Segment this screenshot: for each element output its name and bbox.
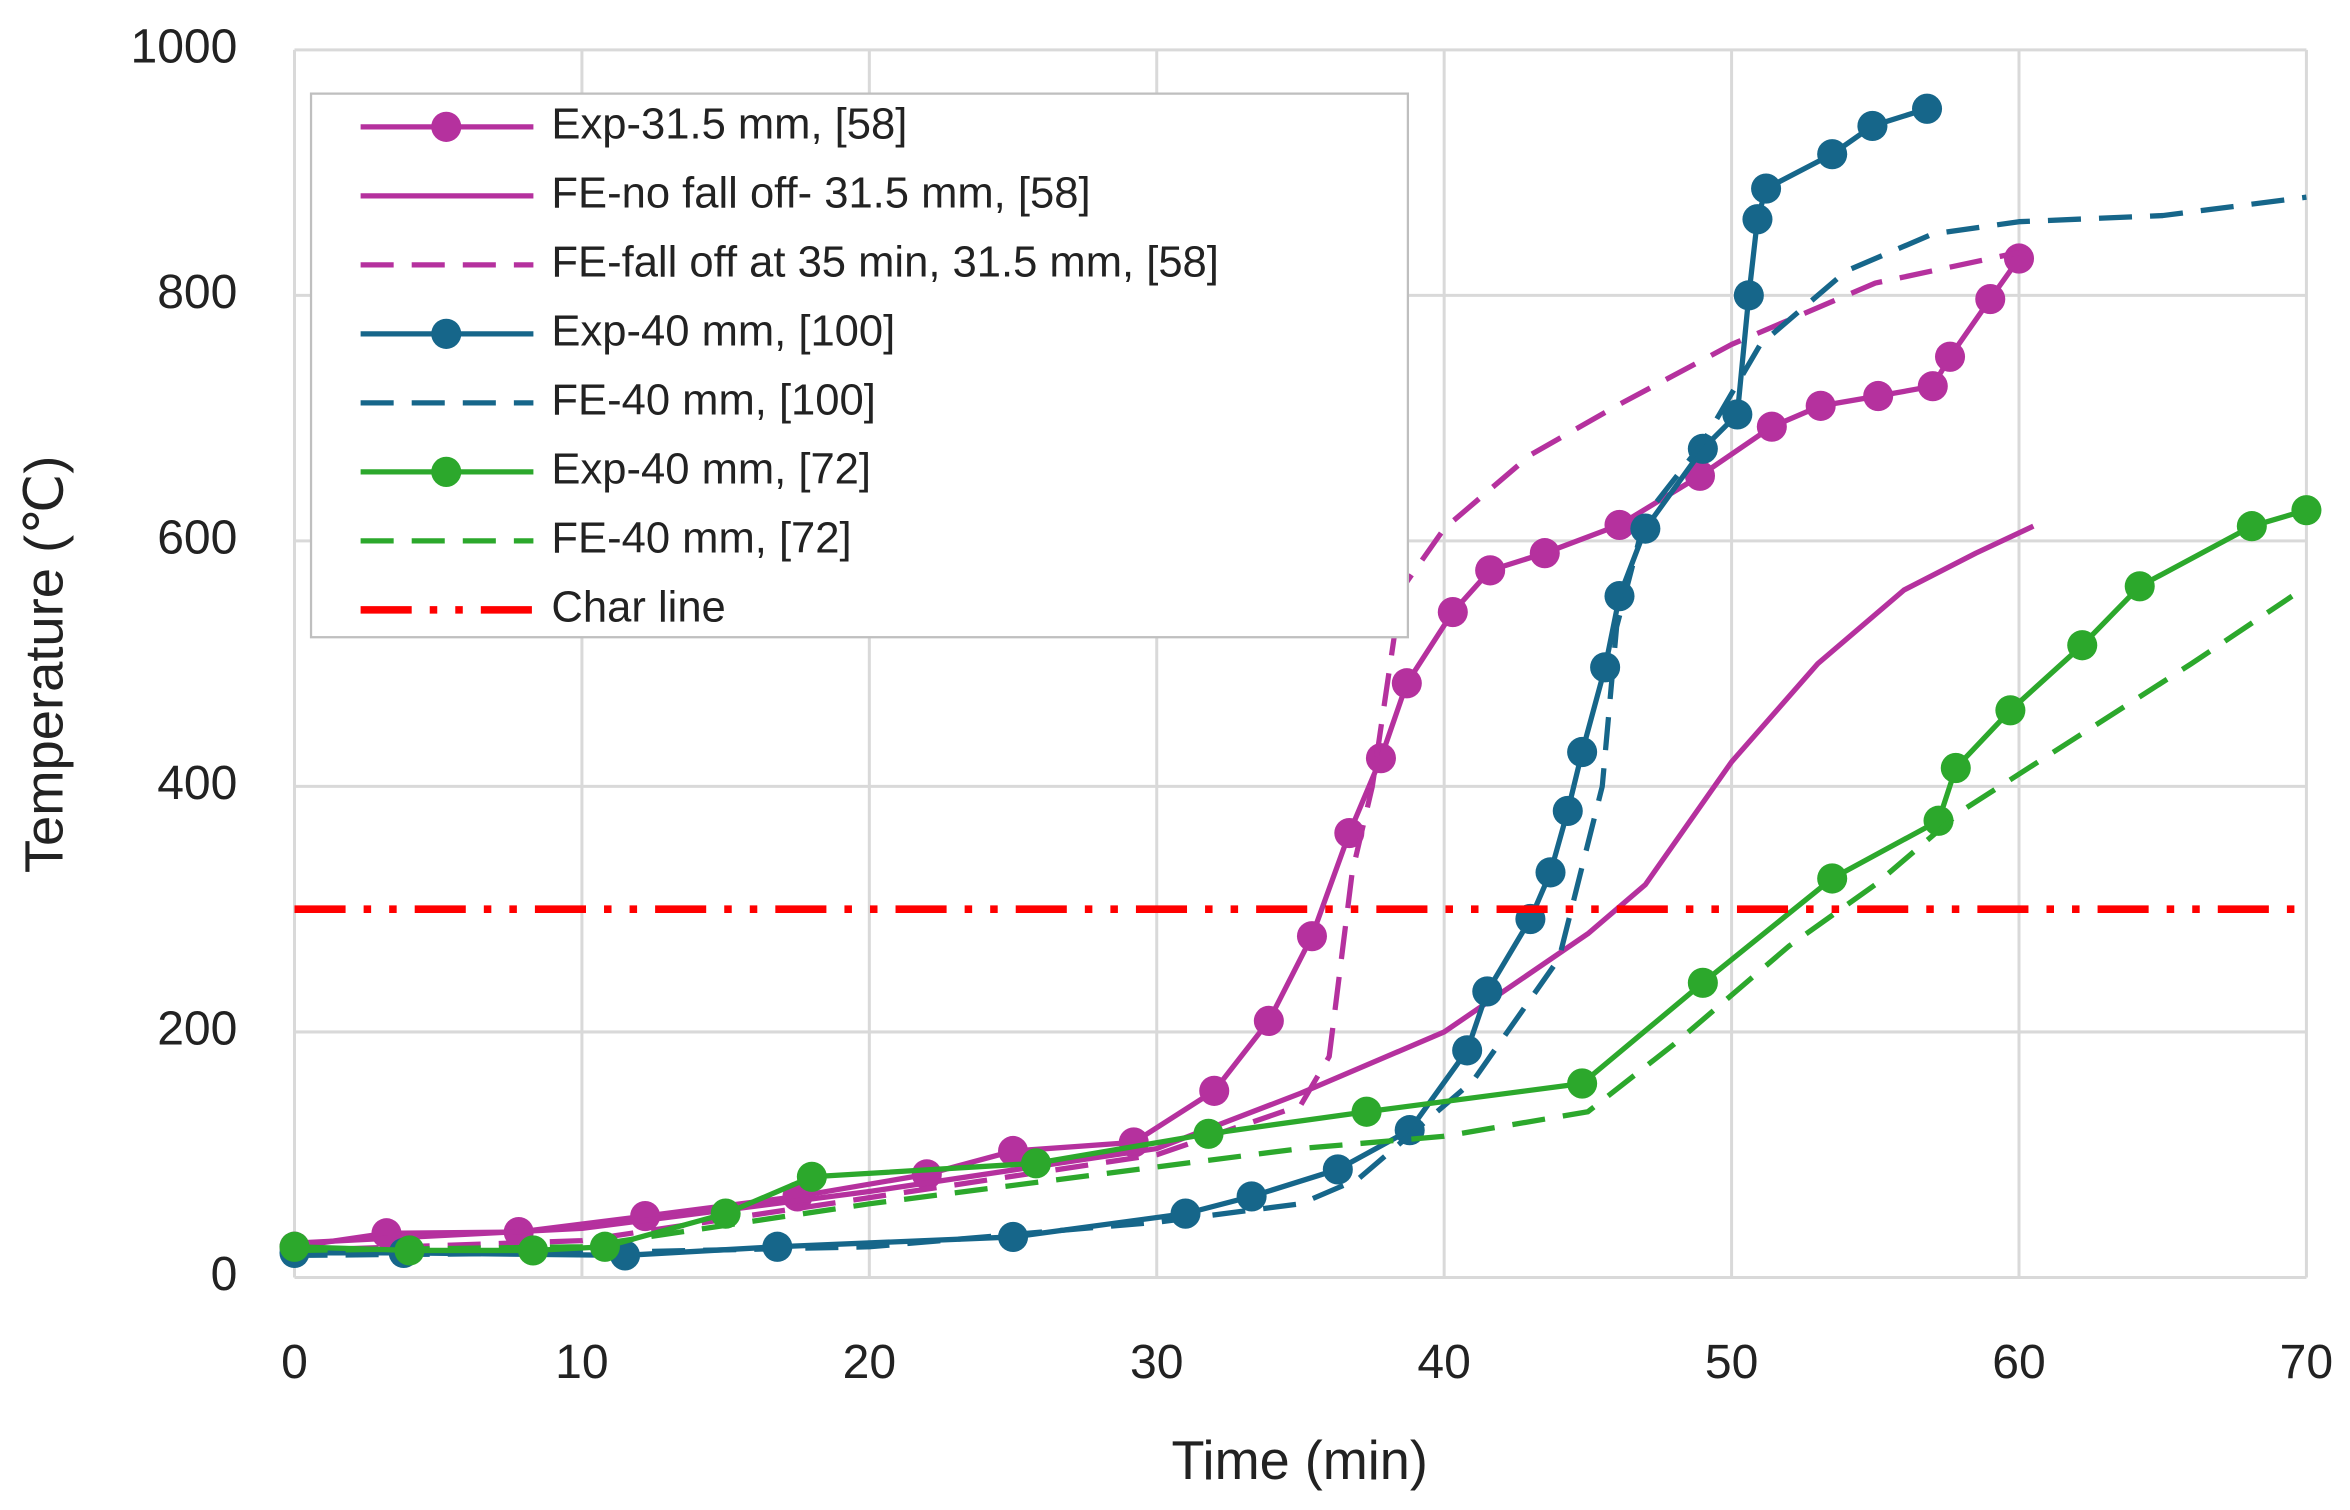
- data-point: [1567, 1068, 1598, 1099]
- x-tick-label: 50: [1705, 1335, 1758, 1389]
- legend-label: Char line: [551, 582, 725, 631]
- y-tick-label: 1000: [130, 19, 237, 73]
- data-point: [998, 1135, 1029, 1167]
- series-line: [294, 523, 2035, 1246]
- data-point: [630, 1200, 661, 1232]
- data-point: [1590, 652, 1621, 683]
- data-point: [1756, 411, 1787, 442]
- data-point: [1687, 967, 1718, 998]
- data-point: [1857, 110, 1888, 142]
- x-tick-label: 30: [1130, 1335, 1183, 1389]
- data-point: [1567, 736, 1598, 768]
- legend-marker: [431, 111, 462, 142]
- data-point: [1529, 538, 1560, 569]
- data-point: [2236, 511, 2267, 542]
- series-line: [294, 194, 2307, 1259]
- legend-label: FE-40 mm, [100]: [551, 375, 875, 424]
- series-line: [294, 593, 2294, 1254]
- data-point: [710, 1198, 741, 1229]
- legend-marker: [431, 456, 462, 487]
- data-point: [1912, 93, 1943, 124]
- legend: Exp-31.5 mm, [58] FE-no fall off- 31.5 mm…: [309, 92, 1410, 639]
- data-point: [1975, 283, 2006, 315]
- legend-label: Exp-40 mm, [100]: [551, 306, 895, 355]
- x-tick-label: 20: [843, 1335, 896, 1389]
- data-point: [1604, 509, 1635, 541]
- x-axis-title: Time (min): [1172, 1431, 1428, 1491]
- data-point: [1684, 460, 1715, 491]
- y-tick-label: 800: [157, 265, 237, 319]
- data-point: [1236, 1181, 1267, 1212]
- data-point: [1391, 668, 1422, 699]
- data-point: [2067, 630, 2098, 661]
- data-point: [1170, 1198, 1201, 1229]
- data-point: [1805, 390, 1836, 421]
- data-point: [1437, 596, 1468, 628]
- data-point: [279, 1231, 310, 1262]
- data-point: [1817, 863, 1848, 894]
- x-tick-label: 0: [281, 1335, 308, 1389]
- y-tick-label: 400: [157, 756, 237, 810]
- x-tick-label: 10: [555, 1335, 608, 1389]
- data-point: [1452, 1035, 1483, 1066]
- plot-area: [279, 93, 2322, 1271]
- data-point: [1935, 341, 1966, 372]
- data-point: [1253, 1005, 1284, 1036]
- data-point: [1193, 1118, 1224, 1149]
- data-point: [518, 1235, 549, 1266]
- legend-label: FE-40 mm, [72]: [551, 513, 851, 562]
- data-point: [1923, 805, 1954, 836]
- data-point: [1995, 695, 2026, 726]
- legend-label: Exp-40 mm, [72]: [551, 444, 871, 493]
- x-tick-label: 60: [1992, 1335, 2045, 1389]
- data-point: [1535, 857, 1566, 888]
- data-point: [1863, 380, 1894, 412]
- data-point: [1475, 555, 1506, 586]
- data-point: [1722, 399, 1753, 430]
- data-point: [1322, 1154, 1353, 1185]
- data-point: [1751, 173, 1782, 204]
- legend-marker: [431, 318, 462, 349]
- data-point: [2124, 571, 2155, 602]
- data-point: [1365, 743, 1396, 774]
- data-point: [796, 1161, 827, 1192]
- x-tick-label: 40: [1417, 1335, 1470, 1389]
- series-line: [294, 249, 2020, 1254]
- y-tick-label: 200: [157, 1002, 237, 1056]
- y-tick-label: 0: [211, 1247, 238, 1301]
- legend-box: [309, 92, 1410, 639]
- y-tick-label: 600: [157, 511, 237, 565]
- data-point: [1733, 280, 1764, 311]
- data-point: [1351, 1096, 1382, 1127]
- data-point: [1199, 1075, 1230, 1106]
- data-point: [1817, 139, 1848, 170]
- y-axis-title: Temperature (℃): [14, 456, 74, 873]
- data-point: [2291, 495, 2322, 526]
- data-point: [1472, 976, 1503, 1007]
- data-point: [1940, 752, 1971, 784]
- data-point: [1917, 371, 1948, 402]
- data-point: [1334, 817, 1365, 849]
- data-point: [589, 1231, 620, 1262]
- legend-label: FE-no fall off- 31.5 mm, [58]: [551, 168, 1090, 217]
- data-point: [1296, 921, 1327, 952]
- legend-label: Exp-31.5 mm, [58]: [551, 99, 907, 148]
- data-point: [1021, 1148, 1052, 1179]
- x-tick-label: 70: [2280, 1335, 2333, 1389]
- legend-label: FE-fall off at 35 min, 31.5 mm, [58]: [551, 237, 1218, 286]
- data-point: [1552, 795, 1583, 827]
- data-point: [2003, 243, 2035, 274]
- data-point: [1742, 204, 1773, 235]
